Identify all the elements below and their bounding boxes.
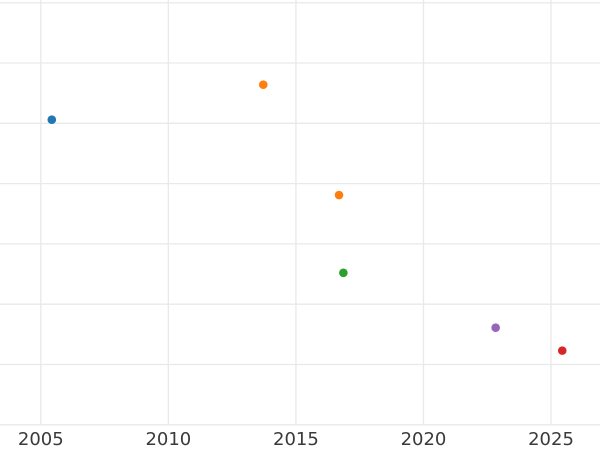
scatter-point-blue	[47, 115, 57, 124]
x-tick-label: 2010	[145, 429, 191, 450]
vertical-gridlines	[40, 0, 552, 425]
x-tick-label: 2020	[401, 429, 447, 450]
scatter-point-orange	[258, 80, 268, 90]
scatter-point-purple	[491, 323, 500, 333]
horizontal-gridlines	[0, 2, 600, 426]
scatter-points	[47, 80, 567, 355]
x-tick-label: 2015	[273, 429, 319, 450]
scatter-point-orange	[334, 190, 344, 200]
x-tick-label: 2025	[528, 429, 574, 450]
scatter-point-red	[557, 346, 567, 355]
x-axis-tick-labels: 2005 2010 2015 2020 2025	[18, 429, 574, 450]
x-tick-label: 2005	[18, 429, 64, 450]
scatter-point-green	[339, 268, 348, 278]
